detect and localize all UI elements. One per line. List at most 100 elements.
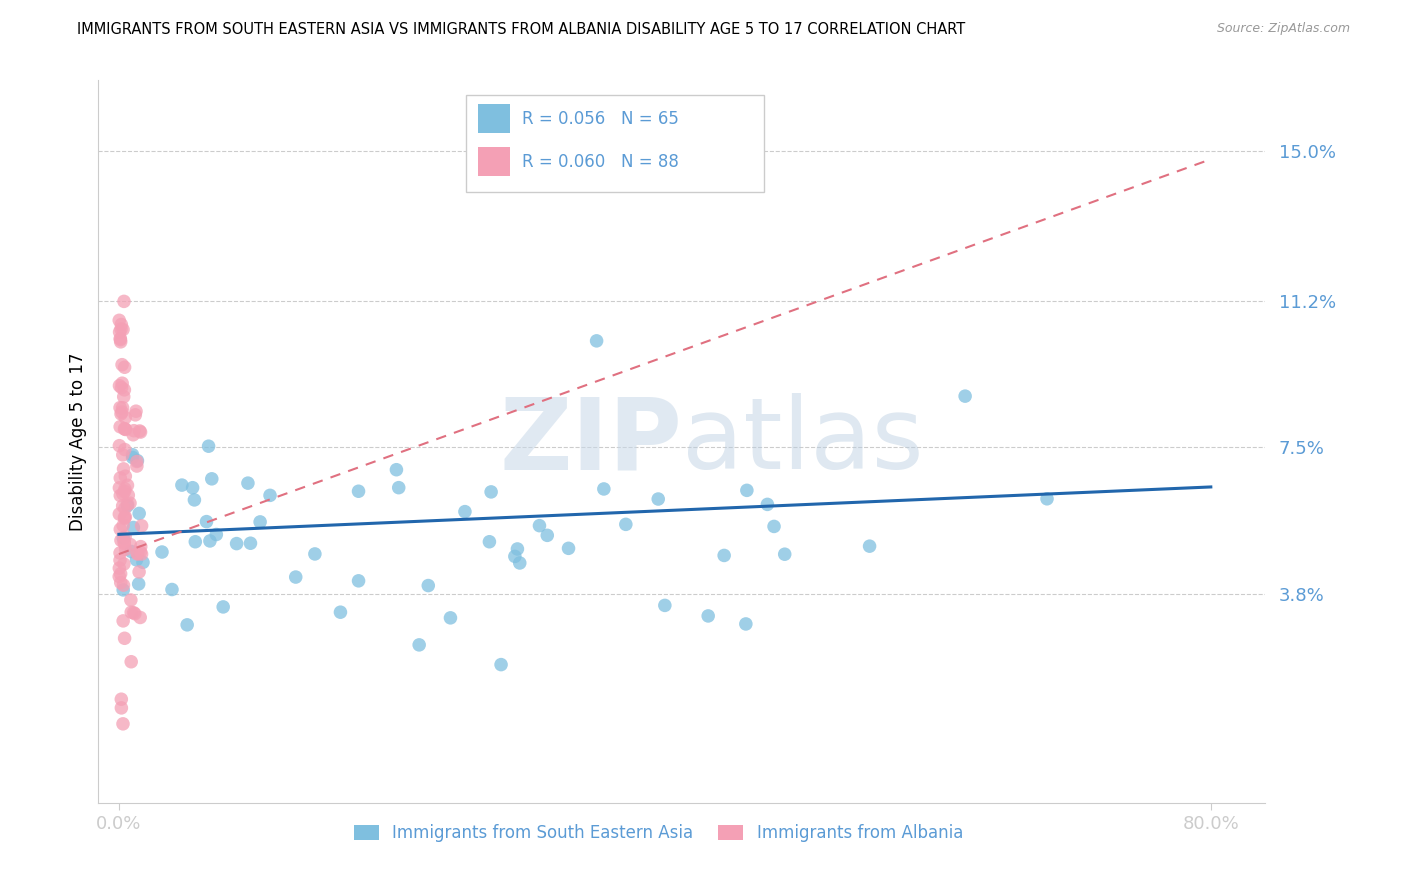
Point [763, 519, 786, 533]
Point [112, 531, 135, 545]
Point [125, 553, 148, 567]
Point [304, 547, 326, 561]
Point [131, 518, 153, 533]
Point [112, 390, 135, 404]
Point [734, 616, 756, 631]
Point [127, 547, 149, 561]
Point [111, 401, 134, 415]
Point [120, 655, 142, 669]
Point [129, 610, 152, 624]
Point [114, 529, 136, 543]
Point [197, 439, 219, 453]
Point [121, 450, 143, 465]
Point [110, 566, 132, 581]
Point [112, 294, 135, 309]
Point [478, 534, 501, 549]
Point [114, 422, 136, 436]
Point [110, 489, 132, 503]
Point [114, 542, 136, 557]
Point [212, 599, 235, 614]
Point [195, 515, 218, 529]
Point [557, 541, 579, 556]
Point [111, 405, 134, 419]
Point [108, 313, 131, 327]
Point [112, 582, 135, 597]
Point [284, 570, 307, 584]
Point [108, 553, 131, 567]
Point [129, 545, 152, 559]
Point [112, 462, 135, 476]
Point [122, 427, 145, 442]
Point [347, 484, 370, 499]
Point [735, 483, 758, 498]
Point [454, 505, 477, 519]
Point [114, 501, 136, 516]
Point [114, 511, 136, 525]
Point [128, 507, 150, 521]
Point [120, 544, 142, 558]
Point [108, 507, 131, 521]
Point [114, 360, 136, 375]
Legend: Immigrants from South Eastern Asia, Immigrants from Albania: Immigrants from South Eastern Asia, Immi… [347, 817, 970, 848]
Point [128, 577, 150, 591]
Point [112, 578, 135, 592]
Point [110, 381, 132, 395]
Point [125, 458, 148, 473]
Point [108, 439, 131, 453]
Point [122, 424, 145, 438]
Point [110, 333, 132, 347]
Point [536, 528, 558, 542]
Point [112, 518, 135, 533]
Point [111, 499, 134, 513]
Text: atlas: atlas [682, 393, 924, 490]
Point [713, 549, 735, 563]
Point [183, 492, 205, 507]
Point [132, 555, 155, 569]
Point [124, 408, 146, 422]
Text: Source: ZipAtlas.com: Source: ZipAtlas.com [1216, 22, 1350, 36]
Point [122, 520, 145, 534]
Point [108, 569, 131, 583]
Point [110, 318, 132, 332]
Point [614, 517, 637, 532]
Point [120, 605, 142, 619]
Point [479, 484, 502, 499]
Point [236, 476, 259, 491]
Point [127, 453, 149, 467]
Point [110, 522, 132, 536]
Point [953, 389, 976, 403]
Point [239, 536, 262, 550]
Point [329, 605, 352, 619]
Point [697, 609, 720, 624]
Point [108, 419, 131, 434]
Point [225, 536, 247, 550]
Point [592, 482, 614, 496]
FancyBboxPatch shape [465, 95, 763, 193]
Text: R = 0.056   N = 65: R = 0.056 N = 65 [522, 110, 679, 128]
Point [110, 575, 132, 590]
Point [259, 488, 281, 502]
Point [249, 515, 271, 529]
Point [184, 534, 207, 549]
Y-axis label: Disability Age 5 to 17: Disability Age 5 to 17 [69, 352, 87, 531]
Point [117, 478, 139, 492]
Point [114, 510, 136, 524]
Point [108, 401, 131, 415]
Point [181, 481, 204, 495]
Point [170, 478, 193, 492]
Point [124, 607, 146, 621]
Point [489, 657, 512, 672]
Point [121, 448, 143, 462]
Point [131, 547, 153, 561]
Point [1036, 491, 1059, 506]
Point [585, 334, 607, 348]
Point [120, 538, 142, 552]
Point [112, 322, 135, 336]
Point [112, 383, 135, 397]
Point [117, 488, 139, 502]
Point [117, 499, 139, 513]
Bar [478, 104, 510, 133]
Point [112, 534, 135, 549]
Point [129, 425, 152, 439]
Point [118, 496, 141, 510]
